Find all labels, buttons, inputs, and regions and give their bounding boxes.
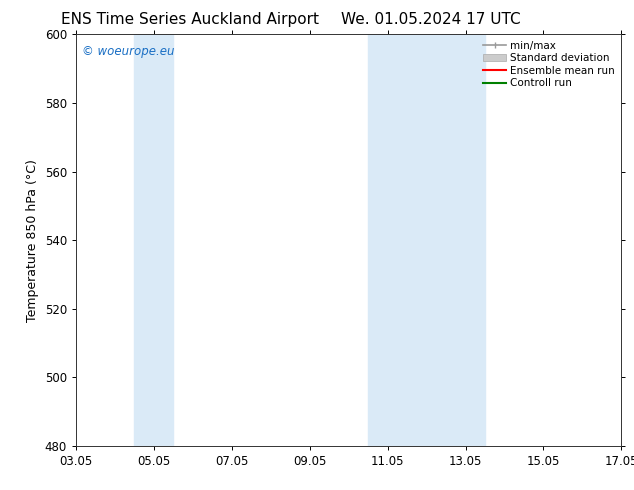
Text: © woeurope.eu: © woeurope.eu — [82, 45, 174, 58]
Text: ENS Time Series Auckland Airport: ENS Time Series Auckland Airport — [61, 12, 319, 27]
Bar — [427, 34, 485, 446]
Text: We. 01.05.2024 17 UTC: We. 01.05.2024 17 UTC — [341, 12, 521, 27]
Legend: min/max, Standard deviation, Ensemble mean run, Controll run: min/max, Standard deviation, Ensemble me… — [479, 36, 619, 93]
Bar — [368, 34, 427, 446]
Y-axis label: Temperature 850 hPa (°C): Temperature 850 hPa (°C) — [26, 159, 39, 321]
Bar — [134, 34, 174, 446]
